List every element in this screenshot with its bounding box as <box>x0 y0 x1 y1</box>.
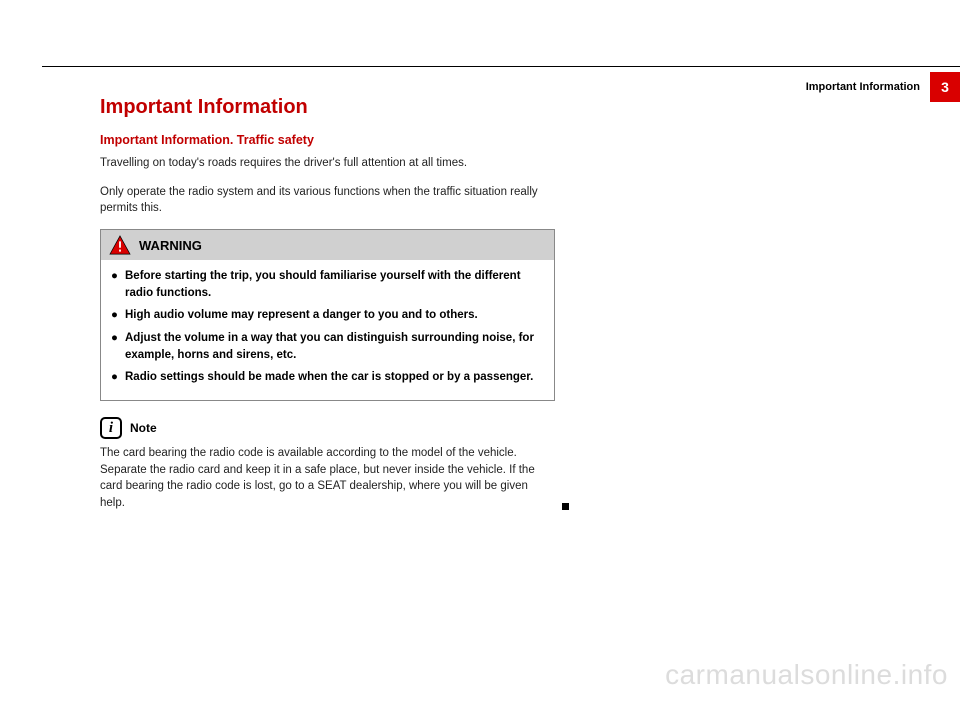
bullet-icon: ● <box>111 369 125 386</box>
info-icon: i <box>100 417 122 439</box>
note-header: i Note <box>100 417 555 439</box>
warning-item-text: Before starting the trip, you should fam… <box>125 268 544 301</box>
note-text: The card bearing the radio code is avail… <box>100 447 535 509</box>
bullet-icon: ● <box>111 307 125 324</box>
warning-item: ●Radio settings should be made when the … <box>111 369 544 386</box>
header-rule <box>42 66 960 67</box>
header-section-title: Important Information <box>806 72 920 102</box>
warning-item: ●Before starting the trip, you should fa… <box>111 268 544 301</box>
warning-box: WARNING ●Before starting the trip, you s… <box>100 229 555 401</box>
warning-item: ●Adjust the volume in a way that you can… <box>111 330 544 363</box>
warning-triangle-icon <box>109 235 131 255</box>
intro-paragraph: Travelling on today's roads requires the… <box>100 155 555 172</box>
note-label: Note <box>130 421 157 435</box>
bullet-icon: ● <box>111 268 125 301</box>
warning-item-text: Adjust the volume in a way that you can … <box>125 330 544 363</box>
body-paragraph: Only operate the radio system and its va… <box>100 184 555 217</box>
page: Important Information 3 Important Inform… <box>0 0 960 701</box>
warning-item: ●High audio volume may represent a dange… <box>111 307 544 324</box>
page-number-badge: 3 <box>930 72 960 102</box>
header-bar: Important Information 3 <box>0 36 960 66</box>
end-of-section-icon <box>562 503 569 510</box>
warning-label: WARNING <box>139 238 202 253</box>
bullet-icon: ● <box>111 330 125 363</box>
header-right: Important Information 3 <box>806 72 960 102</box>
warning-header: WARNING <box>101 230 554 260</box>
warning-item-text: High audio volume may represent a danger… <box>125 307 478 324</box>
warning-body: ●Before starting the trip, you should fa… <box>101 260 554 400</box>
page-subtitle: Important Information. Traffic safety <box>100 133 555 147</box>
note-body: The card bearing the radio code is avail… <box>100 445 555 512</box>
content-column: Important Information Important Informat… <box>100 96 555 512</box>
watermark-text: carmanualsonline.info <box>665 659 948 691</box>
page-title: Important Information <box>100 96 555 119</box>
warning-item-text: Radio settings should be made when the c… <box>125 369 533 386</box>
